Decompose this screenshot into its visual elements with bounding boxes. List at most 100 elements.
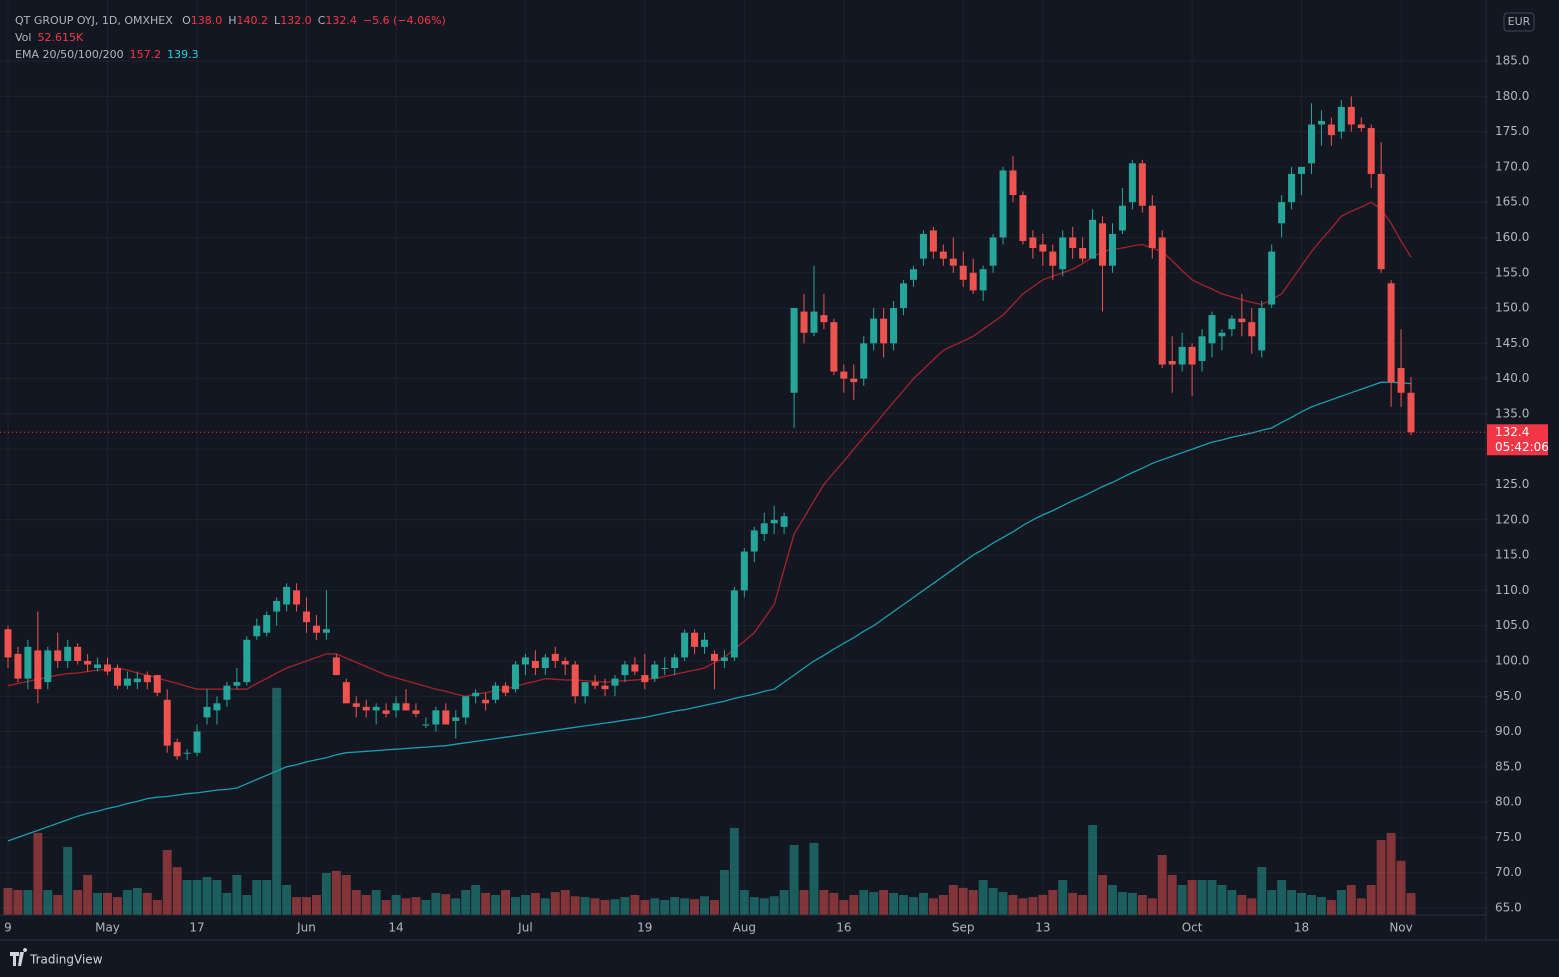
volume-bar <box>620 897 630 915</box>
currency-box[interactable] <box>1503 12 1535 32</box>
candle-body <box>303 611 311 623</box>
candle-body <box>601 685 609 690</box>
volume-bar <box>1068 892 1078 915</box>
ohlc-key: O <box>182 14 191 27</box>
candle-body <box>1288 173 1296 203</box>
volume-bar <box>1038 894 1048 915</box>
candle-body <box>233 682 241 686</box>
volume-bar <box>889 892 899 915</box>
candle-body <box>1089 219 1097 259</box>
x-tick-label: Nov <box>1389 921 1412 935</box>
candle-body <box>1138 163 1146 206</box>
y-tick-label: 170.0 <box>1495 159 1529 173</box>
candle-body <box>581 682 589 697</box>
volume-bar <box>759 898 769 915</box>
candle-body <box>840 371 848 379</box>
x-tick-label: 18 <box>1294 921 1309 935</box>
volume-bar <box>948 884 958 915</box>
candle-body <box>1099 223 1107 266</box>
volume-pane <box>3 687 1416 915</box>
volume-bar <box>879 889 889 915</box>
volume-bar <box>700 896 709 915</box>
candle-body <box>1367 128 1375 174</box>
volume-bar <box>749 897 759 915</box>
y-tick-label: 175.0 <box>1495 124 1529 138</box>
volume-bar <box>1018 898 1028 915</box>
volume-bar <box>988 887 998 915</box>
candle-body <box>4 629 12 658</box>
candle-body <box>332 657 340 676</box>
candle-body <box>183 752 191 754</box>
volume-bar <box>680 898 690 915</box>
candle-body <box>1307 124 1315 164</box>
ohlc-value: 132.0 <box>280 14 312 27</box>
y-tick-label: 145.0 <box>1495 336 1529 350</box>
ohlc-value: 140.2 <box>237 14 269 27</box>
candle-body <box>213 703 221 711</box>
volume-bar <box>1316 897 1326 915</box>
volume-bar <box>421 899 431 915</box>
candle-body <box>800 311 808 333</box>
candle-body <box>1178 346 1186 365</box>
candle-body <box>392 703 400 711</box>
candle-body <box>54 650 62 661</box>
volume-bar <box>152 899 162 915</box>
volume-bar <box>670 897 680 915</box>
volume-bar <box>411 897 421 915</box>
x-tick-label: 19 <box>637 921 652 935</box>
candle-body <box>412 710 420 714</box>
y-tick-label: 90.0 <box>1495 724 1522 738</box>
ema-value: 139.3 <box>167 48 199 61</box>
volume-bar <box>501 889 510 915</box>
candle-body <box>760 523 768 534</box>
candle-body <box>472 692 480 697</box>
x-tick-label: Sep <box>952 921 975 935</box>
volume-bar <box>311 894 321 915</box>
volume-bar <box>1376 839 1386 915</box>
candle-body <box>571 664 579 697</box>
candle-body <box>1039 244 1047 252</box>
candle-body <box>909 269 917 280</box>
candle-body <box>1258 308 1266 351</box>
volume-bar <box>1366 884 1376 915</box>
volume-bar <box>1207 879 1217 915</box>
volume-bar <box>1287 889 1297 915</box>
volume-bar <box>1197 879 1207 915</box>
candle-body <box>1108 233 1116 266</box>
volume-bar <box>132 887 142 915</box>
volume-bar <box>650 898 660 915</box>
candle-body <box>611 678 619 686</box>
candle-body <box>830 322 838 372</box>
x-tick-label: 9 <box>4 921 12 935</box>
volume-bar <box>1048 889 1058 915</box>
volume-bar <box>471 884 481 915</box>
volume-bar <box>232 874 242 915</box>
volume-bar <box>859 889 869 915</box>
volume-bar <box>540 898 550 915</box>
volume-bar <box>361 894 371 915</box>
volume-bar <box>1237 894 1247 915</box>
candle-body <box>1407 392 1415 433</box>
candles <box>4 96 1415 760</box>
volume-bar <box>580 897 590 915</box>
volume-bar <box>1127 892 1137 915</box>
candle-body <box>979 269 987 291</box>
volume-bar <box>899 894 909 915</box>
x-tick-label: Aug <box>733 921 756 935</box>
volume-bar <box>520 894 530 915</box>
volume-bar <box>401 898 411 915</box>
volume-bar <box>222 892 232 915</box>
y-tick-label: 140.0 <box>1495 371 1529 385</box>
volume-bar <box>909 897 918 915</box>
volume-bar <box>13 889 23 915</box>
volume-bar <box>172 867 182 915</box>
volume-bar <box>202 877 212 915</box>
volume-bar <box>23 889 33 915</box>
ohlc-value: 138.0 <box>191 14 223 27</box>
candle-body <box>681 632 689 658</box>
volume-bar <box>112 897 122 915</box>
volume-bar <box>1088 824 1098 915</box>
